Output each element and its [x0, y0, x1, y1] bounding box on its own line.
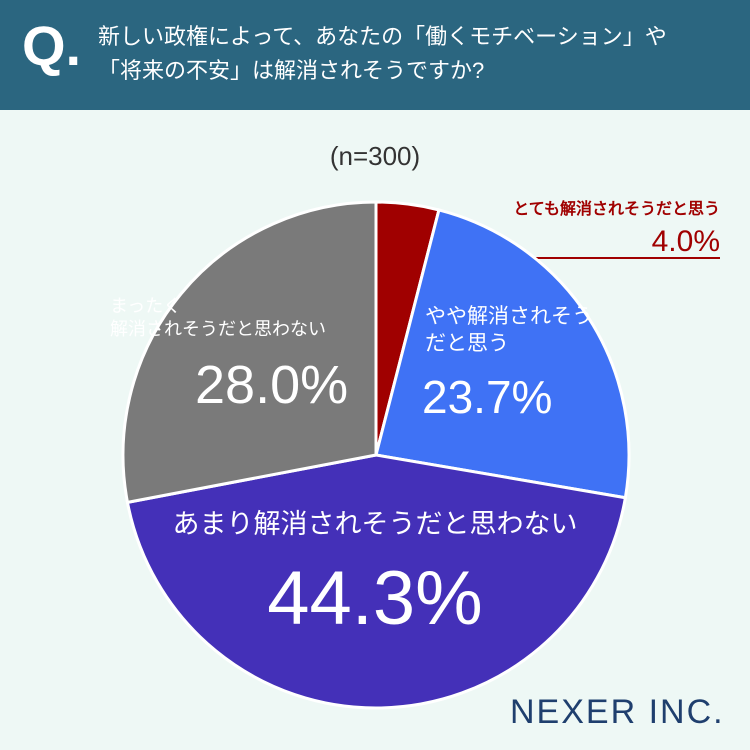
- chart-title: 新しい政権によって、あなたの「働くモチベーション」や 「将来の不安」は解消されそ…: [98, 24, 667, 84]
- chart-subtitle: (n=300): [329, 141, 421, 171]
- pie-slice: [374, 208, 631, 500]
- value-label: 23.7%: [422, 371, 553, 423]
- question-mark: Q.: [22, 14, 82, 77]
- pie-slice: [125, 453, 628, 710]
- value-label: 4.0%: [651, 225, 720, 258]
- value-label: 28.0%: [195, 355, 349, 415]
- header-band: [0, 0, 750, 110]
- slice-label: あまり解消されそうだと思わない: [172, 509, 578, 539]
- slice-label: とても解消されそうだと思う: [513, 201, 720, 218]
- slice-label: まったく 解消されそうだと思わない: [110, 296, 326, 340]
- slice-label: やや解消されそう だと思う: [425, 305, 593, 356]
- value-label: 44.3%: [267, 556, 483, 641]
- pie-slice: [121, 200, 378, 505]
- logo: NEXER INC.: [510, 693, 725, 731]
